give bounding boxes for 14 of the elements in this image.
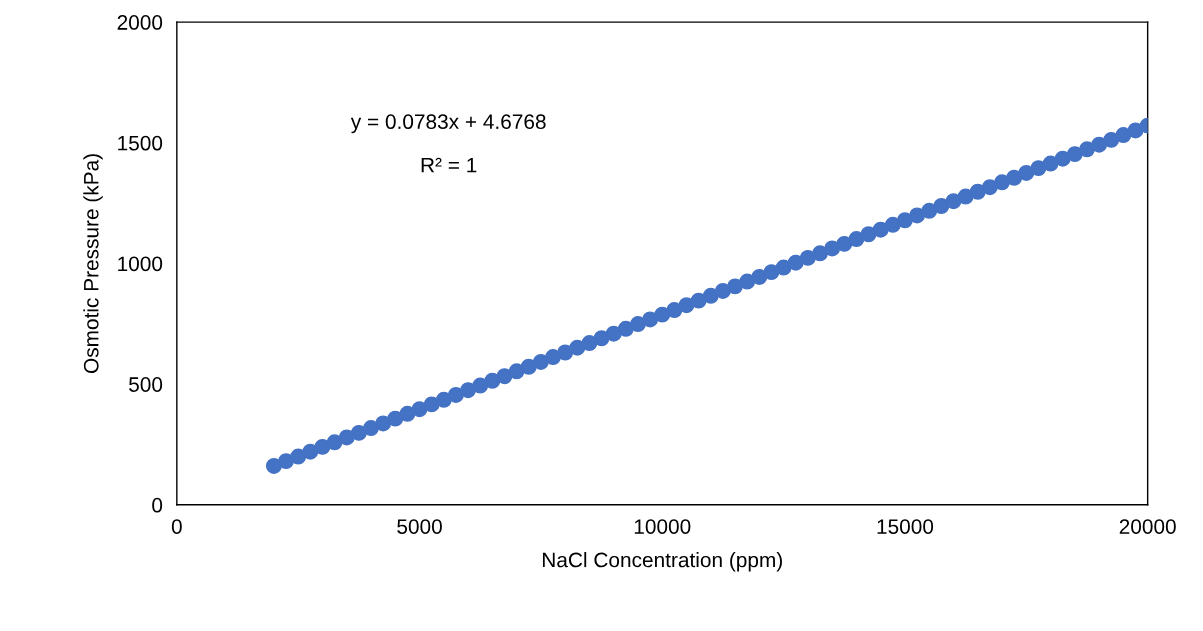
annotation: R² = 1 bbox=[421, 157, 477, 173]
y-tick-label: 2000 bbox=[117, 15, 163, 30]
annotation: y = 0.0783x + 4.6768 bbox=[350, 114, 546, 134]
x-axis-title: NaCl Concentration (ppm) bbox=[542, 552, 782, 572]
y-tick-label: 1000 bbox=[118, 256, 163, 272]
x-tick-label: 0 bbox=[171, 519, 182, 534]
y-tick-label: 1500 bbox=[118, 135, 163, 151]
y-tick-label: 0 bbox=[152, 497, 163, 513]
x-tick-label: 5000 bbox=[397, 519, 442, 534]
x-tick-label: 20000 bbox=[1119, 519, 1176, 534]
x-tick-label: 10000 bbox=[634, 519, 691, 534]
y-tick-label: 500 bbox=[129, 377, 163, 392]
y-axis-title: Osmotic Pressure (kPa) bbox=[83, 154, 103, 374]
x-tick-label: 15000 bbox=[877, 519, 934, 534]
